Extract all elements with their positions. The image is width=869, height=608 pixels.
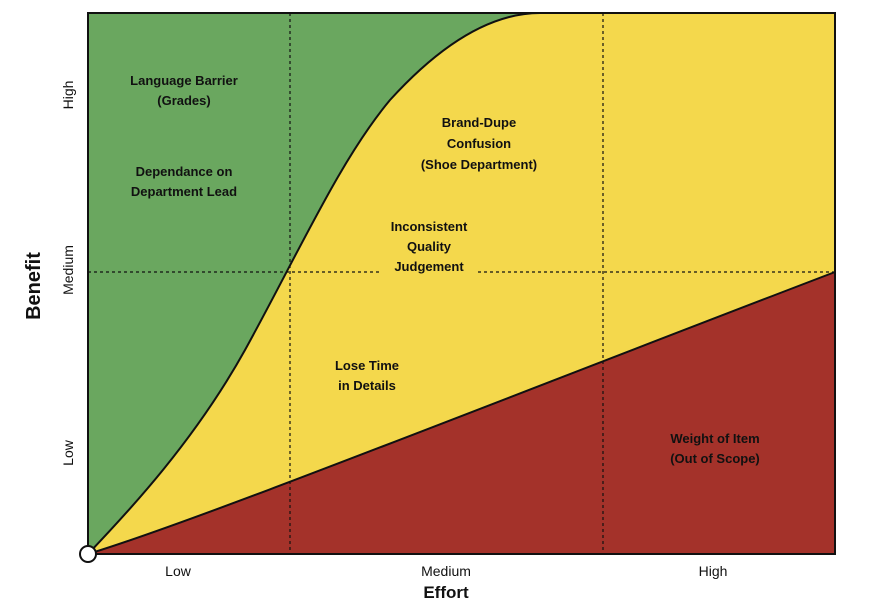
origin-marker [79, 545, 97, 563]
y-tick-low: Low [60, 439, 76, 466]
region-labels: Language Barrier (Grades)Dependance on Dep… [130, 73, 760, 466]
label-background [381, 259, 477, 276]
plot-frame [87, 12, 836, 555]
lower-boundary-curve [87, 271, 836, 555]
region-label-lose-time-details: Lose Time in Details [335, 358, 399, 393]
region-label-line: Language Barrier [130, 73, 238, 88]
y-axis-title: Benefit [23, 252, 45, 320]
y-tick-high: High [60, 81, 76, 110]
region-label-line: Lose Time [335, 358, 399, 373]
region-label-line: (Shoe Department) [421, 157, 537, 172]
region-label-line: Quality [407, 239, 452, 254]
region-label-line: (Out of Scope) [670, 451, 760, 466]
region-label-weight-of-item: Weight of Item (Out of Scope) [670, 431, 760, 466]
region-label-line: Department Lead [131, 184, 237, 199]
region-label-line: Dependance on [136, 164, 233, 179]
x-axis-title: Effort [423, 583, 469, 602]
region-label-line: Inconsistent [391, 219, 468, 234]
x-tick-low: Low [165, 563, 192, 579]
region-label-language-barrier: Language Barrier (Grades) [130, 73, 238, 108]
region-label-line: Judgement [394, 259, 464, 274]
region-label-line: (Grades) [157, 93, 210, 108]
low-benefit-zone-red [88, 272, 835, 554]
region-label-line: Brand-Dupe [442, 115, 516, 130]
region-label-brand-dupe-confusion: Brand-Dupe Confusion (Shoe Department) [421, 115, 537, 172]
x-tick-high: High [699, 563, 728, 579]
region-label-inconsistent-quality: Inconsistent Quality Judgement [391, 219, 468, 274]
y-tick-medium: Medium [60, 245, 76, 295]
region-label-line: in Details [338, 378, 396, 393]
x-tick-medium: Medium [421, 563, 471, 579]
region-label-line: Confusion [447, 136, 511, 151]
region-label-dependance-department-lead: Dependance on Department Lead [131, 164, 237, 199]
region-label-line: Weight of Item [670, 431, 759, 446]
upper-boundary-curve [87, 12, 541, 555]
